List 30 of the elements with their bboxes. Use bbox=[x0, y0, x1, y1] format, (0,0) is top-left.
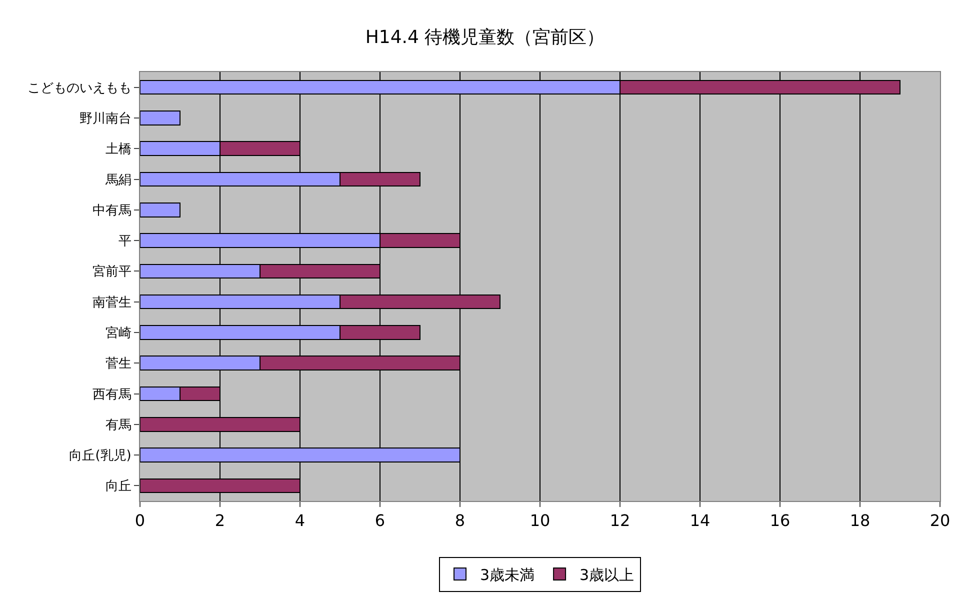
x-tick-label: 6 bbox=[374, 511, 386, 530]
x-tick-label: 0 bbox=[134, 511, 146, 530]
x-tick-label: 10 bbox=[530, 511, 550, 530]
y-tick-label: 宮前平 bbox=[92, 264, 132, 280]
x-tick-label: 8 bbox=[454, 511, 466, 530]
y-tick-label: こどものいえもも bbox=[27, 80, 132, 96]
legend-label: 3歳未満 bbox=[480, 566, 535, 584]
x-tick-label: 12 bbox=[610, 511, 630, 530]
legend-label: 3歳以上 bbox=[580, 566, 634, 584]
bar bbox=[140, 110, 180, 126]
y-tick-label: 西有馬 bbox=[92, 387, 132, 402]
chart-title: H14.4 待機児童数（宮前区） bbox=[365, 26, 605, 48]
x-tick-label: 4 bbox=[294, 511, 306, 530]
y-tick-label: 平 bbox=[118, 234, 132, 250]
x-tick-label: 2 bbox=[214, 511, 226, 530]
bar bbox=[140, 202, 180, 218]
y-tick-label: 馬絹 bbox=[104, 172, 132, 188]
x-tick-label: 14 bbox=[690, 511, 710, 530]
y-tick-label: 南菅生 bbox=[92, 295, 132, 310]
y-tick-label: 土橋 bbox=[105, 142, 132, 158]
y-tick-label: 野川南台 bbox=[79, 112, 132, 127]
y-tick-label: 中有馬 bbox=[92, 203, 132, 218]
x-tick-label: 16 bbox=[770, 511, 790, 530]
y-tick-label: 宮崎 bbox=[105, 325, 132, 342]
x-tick-label: 18 bbox=[850, 511, 870, 530]
y-tick-label: 向丘(乳児) bbox=[69, 448, 132, 464]
y-tick-label: 有馬 bbox=[105, 418, 132, 433]
y-tick-label: 菅生 bbox=[105, 356, 132, 372]
x-tick-label: 20 bbox=[930, 511, 950, 530]
y-tick-label: 向丘 bbox=[105, 479, 132, 494]
